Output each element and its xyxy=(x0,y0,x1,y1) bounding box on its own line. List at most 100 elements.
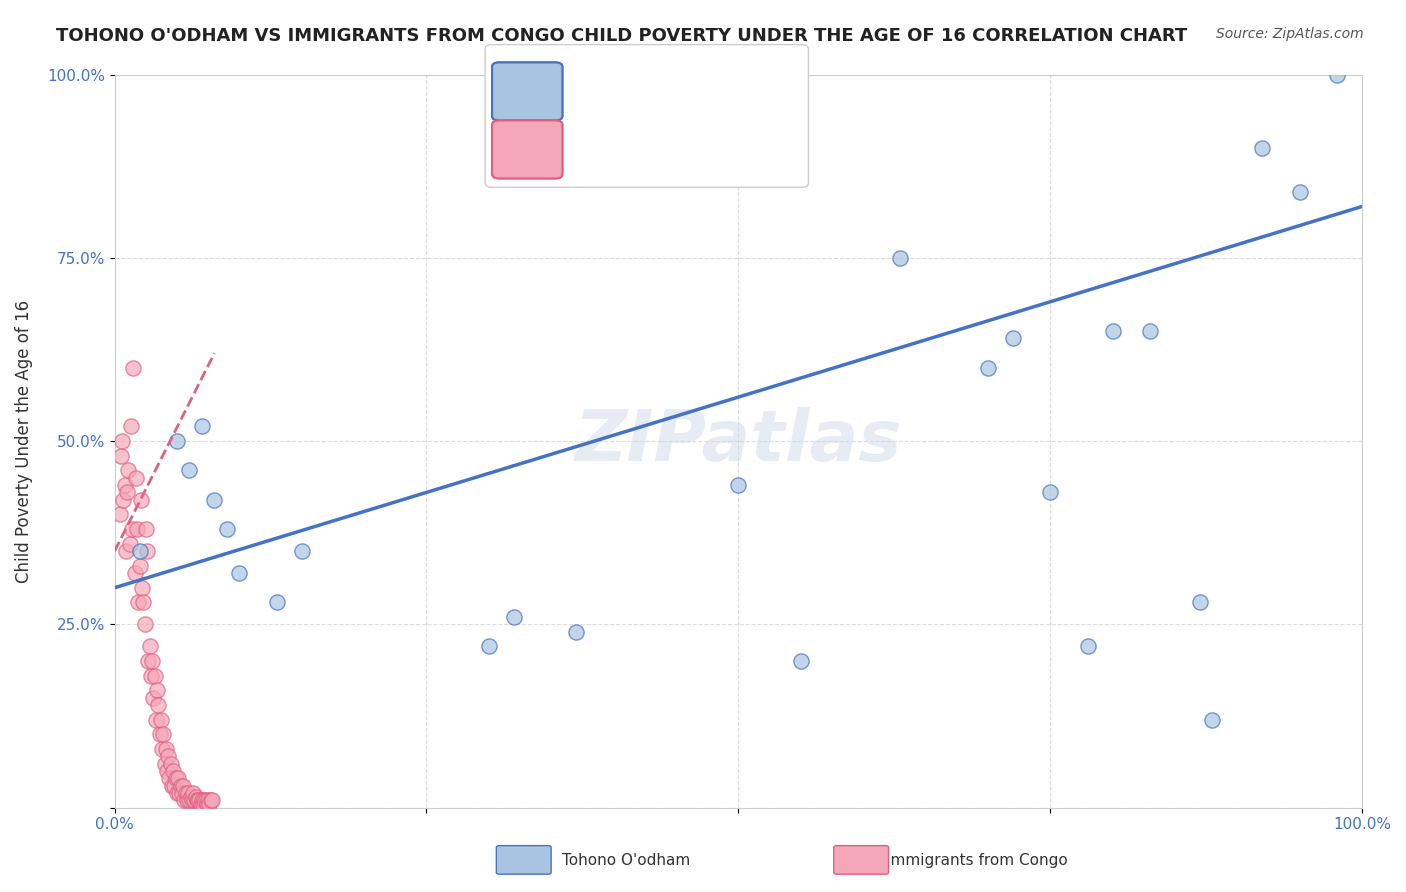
Point xyxy=(160,779,183,793)
Point xyxy=(148,727,170,741)
Point xyxy=(177,786,200,800)
Point xyxy=(131,581,153,595)
Point xyxy=(139,669,162,683)
Point xyxy=(193,797,215,811)
Point xyxy=(186,793,208,807)
Text: Immigrants from Congo: Immigrants from Congo xyxy=(886,854,1067,868)
Point xyxy=(124,566,146,580)
Point xyxy=(201,793,224,807)
Point xyxy=(148,698,170,712)
Point xyxy=(1288,185,1310,199)
Point xyxy=(1326,68,1348,82)
Point xyxy=(1001,331,1024,345)
Point xyxy=(121,522,143,536)
Point xyxy=(128,558,150,573)
Point xyxy=(889,251,911,265)
Point xyxy=(194,793,217,807)
Point xyxy=(108,508,131,522)
Point xyxy=(149,713,172,727)
Point xyxy=(176,793,198,807)
Point xyxy=(153,756,176,771)
Point xyxy=(146,683,169,698)
Point xyxy=(181,786,204,800)
Point xyxy=(111,434,134,449)
Point xyxy=(187,793,209,807)
Point xyxy=(179,463,201,477)
Point xyxy=(118,537,141,551)
Point xyxy=(150,742,173,756)
Point xyxy=(266,595,288,609)
Point xyxy=(190,797,212,811)
Point xyxy=(478,640,501,654)
Text: R = 0.687   N = 26: R = 0.687 N = 26 xyxy=(565,70,735,87)
Point xyxy=(128,544,150,558)
Point xyxy=(193,793,215,807)
Point xyxy=(166,786,188,800)
Point xyxy=(502,610,524,624)
Point xyxy=(152,727,174,741)
Point xyxy=(200,793,222,807)
Y-axis label: Child Poverty Under the Age of 16: Child Poverty Under the Age of 16 xyxy=(15,300,32,582)
Point xyxy=(145,713,167,727)
Point xyxy=(291,544,314,558)
Point xyxy=(1139,324,1161,338)
Point xyxy=(169,786,191,800)
Text: Tohono O'odham: Tohono O'odham xyxy=(562,854,690,868)
Point xyxy=(789,654,811,668)
Point xyxy=(188,793,211,807)
Point xyxy=(195,797,218,811)
Text: TOHONO O'ODHAM VS IMMIGRANTS FROM CONGO CHILD POVERTY UNDER THE AGE OF 16 CORREL: TOHONO O'ODHAM VS IMMIGRANTS FROM CONGO … xyxy=(56,27,1188,45)
Point xyxy=(191,419,214,434)
Point xyxy=(179,793,201,807)
Point xyxy=(165,772,187,786)
Point xyxy=(1251,141,1274,155)
Text: R = 0.552   N = 75: R = 0.552 N = 75 xyxy=(565,138,735,156)
Point xyxy=(1077,640,1099,654)
Point xyxy=(727,478,749,492)
Point xyxy=(183,793,205,807)
Text: Source: ZipAtlas.com: Source: ZipAtlas.com xyxy=(1216,27,1364,41)
Point xyxy=(191,793,214,807)
Point xyxy=(110,449,132,463)
Point xyxy=(170,786,193,800)
Point xyxy=(977,360,1000,375)
Point xyxy=(125,471,148,485)
Point xyxy=(125,522,148,536)
Point xyxy=(565,624,588,639)
Point xyxy=(173,793,195,807)
Point xyxy=(198,797,221,811)
Point xyxy=(132,595,155,609)
Point xyxy=(138,640,160,654)
Point xyxy=(112,492,135,507)
Point xyxy=(159,772,181,786)
Point xyxy=(1101,324,1123,338)
Point xyxy=(122,360,145,375)
Point xyxy=(134,617,156,632)
Point xyxy=(136,654,159,668)
Point xyxy=(127,595,149,609)
Point xyxy=(215,522,238,536)
Point xyxy=(163,779,186,793)
Point xyxy=(141,654,163,668)
Point xyxy=(155,742,177,756)
Point xyxy=(117,463,139,477)
Point xyxy=(156,764,179,778)
Text: ZIPatlas: ZIPatlas xyxy=(575,407,903,475)
Point xyxy=(181,793,204,807)
Point xyxy=(136,544,159,558)
Point xyxy=(129,492,152,507)
Point xyxy=(120,419,142,434)
Point xyxy=(172,779,194,793)
Point xyxy=(162,764,184,778)
Point xyxy=(115,485,138,500)
Point xyxy=(197,793,219,807)
Point xyxy=(166,434,188,449)
Point xyxy=(115,544,138,558)
Point xyxy=(143,669,166,683)
Point xyxy=(159,756,181,771)
Point xyxy=(167,772,190,786)
Point xyxy=(180,789,202,804)
Point xyxy=(1188,595,1211,609)
Point xyxy=(142,690,165,705)
Point xyxy=(174,786,197,800)
